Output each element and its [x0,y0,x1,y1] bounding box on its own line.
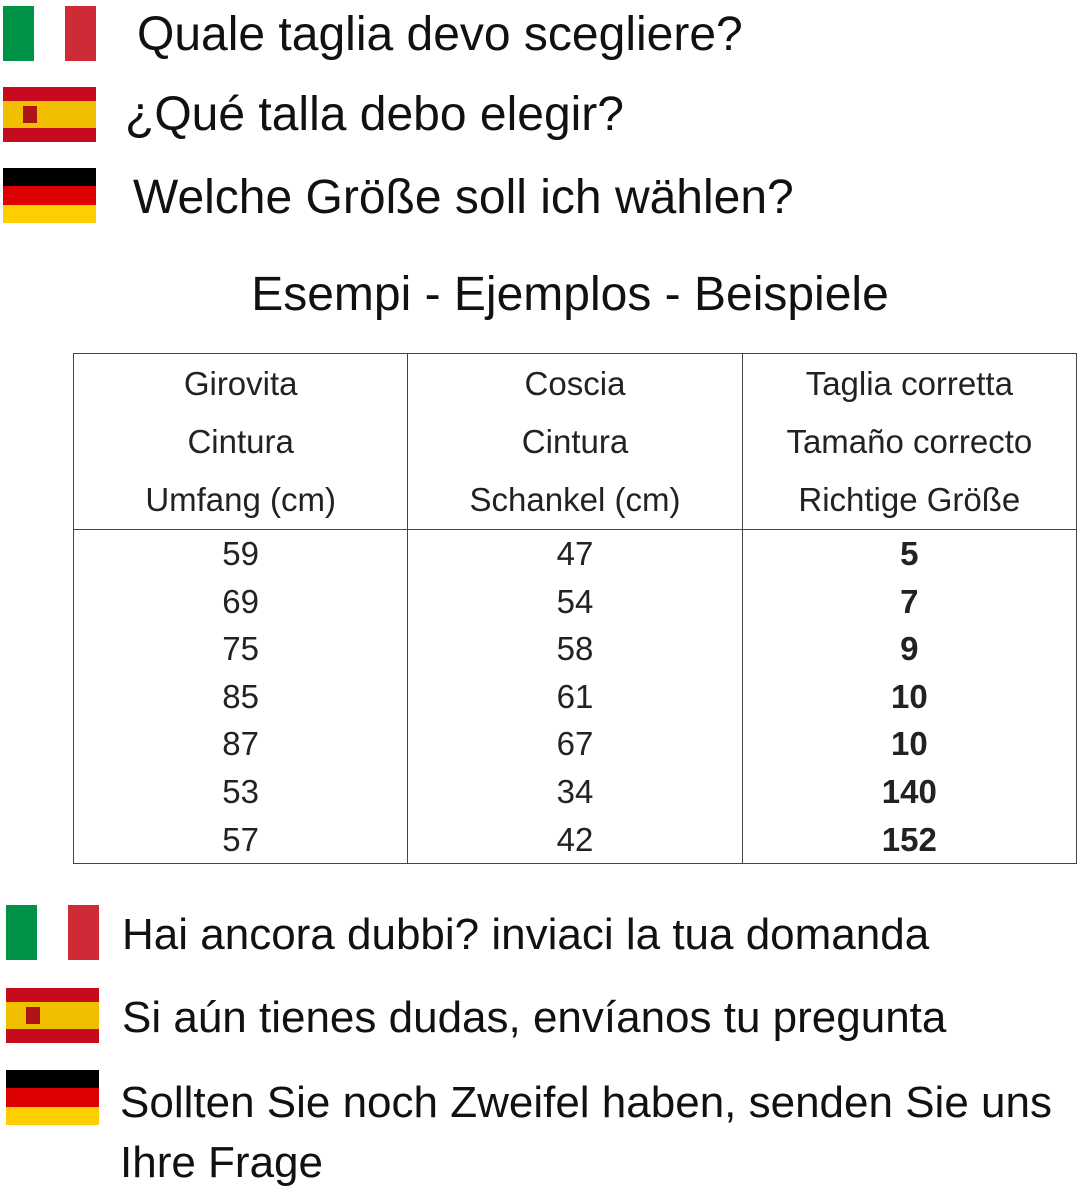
table-cell: 34 [407,767,743,816]
table-cell: 59 [72,529,409,578]
table-cell: 75 [72,625,409,673]
table-row: 75 58 9 [72,625,1078,673]
table-cell: 42 [407,815,743,864]
header-line: Richtige Größe [798,480,1021,518]
flag-spain [6,988,99,1043]
flag-germany [3,168,96,223]
intro-text: Quale taglia devo scegliere? [137,8,743,61]
table-cell: 69 [72,577,409,626]
intro-text: ¿Qué talla debo elegir? [125,88,624,141]
table-cell: 10 [741,672,1078,721]
table-cell: 61 [407,672,743,721]
table-cell: 67 [407,720,743,768]
size-table: Girovita Cintura Umfang (cm) Coscia Cintura S… [72,353,1078,865]
flag-germany [6,1070,99,1125]
header-cell: Girovita Cintura Umfang (cm) [72,353,409,530]
footer-text: Sollten Sie noch Zweifel haben, senden S… [120,1078,1052,1187]
table-cell: 140 [741,767,1078,816]
table-cell: 87 [72,720,409,768]
footer-text: Si aún tienes dudas, envíanos tu pregunt… [122,993,947,1042]
intro-text: Welche Größe soll ich wählen? [133,171,794,224]
header-cell: Taglia corretta Tamaño correcto Richtige G… [741,353,1078,530]
table-cell: 152 [741,815,1078,864]
table-cell: 85 [72,672,409,721]
table-row: 53 34 140 [72,767,1078,816]
table-row: 85 61 10 [72,672,1078,721]
header-line: Schankel (cm) [469,480,681,518]
table-row: 69 54 7 [72,577,1078,626]
table-cell: 10 [741,720,1078,768]
table-cell: 57 [72,815,409,864]
table-row: 59 47 5 [72,529,1078,578]
header-line: Tamaño correcto [786,422,1033,460]
header-line: Coscia [524,364,626,402]
header-line: Girovita [183,364,298,402]
header-line: Cintura [187,422,294,460]
table-row: 57 42 152 [72,815,1078,864]
table-cell: 54 [407,577,743,626]
table-cell: 53 [72,767,409,816]
table-row: 87 67 10 [72,720,1078,768]
footer-text: Hai ancora dubbi? inviaci la tua domanda [122,910,930,959]
subtitle: Esempi - Ejemplos - Beispiele [251,268,889,321]
header-line: Cintura [521,422,629,460]
header-cell: Coscia Cintura Schankel (cm) [407,353,743,530]
table-cell: 7 [741,577,1078,626]
flag-italy [6,905,99,960]
flag-italy [3,6,96,61]
header-line: Umfang (cm) [145,480,336,518]
flag-spain [3,87,96,142]
table-cell: 9 [741,625,1078,673]
table-cell: 47 [407,529,743,578]
table-cell: 58 [407,625,743,673]
header-line: Taglia corretta [805,364,1013,402]
table-cell: 5 [741,529,1078,578]
